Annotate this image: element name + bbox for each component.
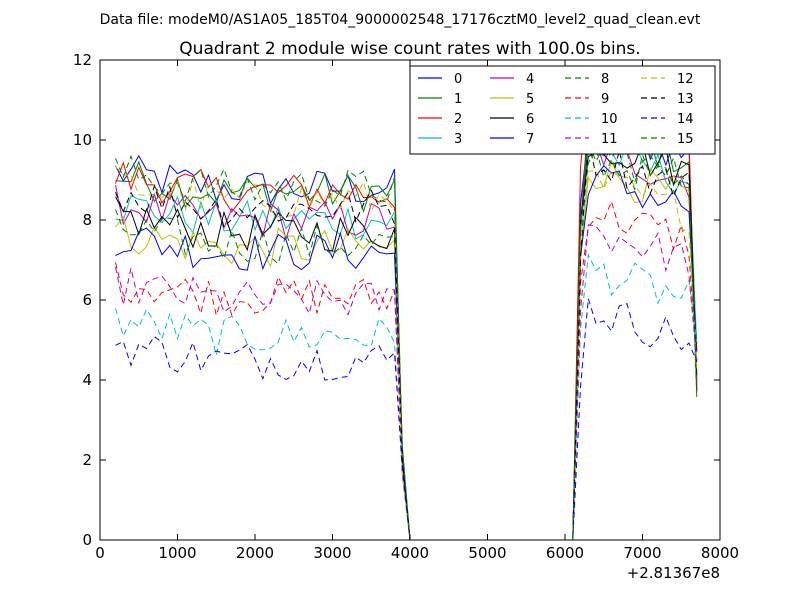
y-tick-label: 4 [82, 371, 92, 389]
legend-label-9: 9 [601, 92, 609, 107]
series-line-4 [115, 139, 698, 541]
series-line-3 [115, 142, 698, 541]
x-tick-label: 4000 [391, 544, 429, 562]
chart-supertitle: Data file: modeM0/AS1A05_185T04_90000025… [100, 12, 701, 28]
legend-label-8: 8 [601, 72, 609, 87]
x-tick-label: 3000 [313, 544, 351, 562]
x-tick-label: 8000 [701, 544, 739, 562]
legend-label-4: 4 [526, 72, 534, 87]
series-line-14 [115, 298, 698, 541]
series-line-11 [115, 224, 698, 541]
legend-label-10: 10 [601, 112, 618, 127]
legend-box [409, 65, 716, 155]
y-tick-label: 12 [73, 51, 92, 69]
series-line-13 [115, 139, 698, 541]
legend-label-13: 13 [677, 92, 694, 107]
y-tick-label: 10 [73, 131, 92, 149]
legend-label-2: 2 [454, 112, 462, 127]
legend-label-7: 7 [526, 132, 534, 147]
legend-label-12: 12 [677, 72, 694, 87]
legend-label-15: 15 [677, 132, 694, 147]
legend-label-0: 0 [454, 72, 462, 87]
series-line-15 [115, 142, 698, 541]
series-line-5 [115, 159, 698, 541]
y-tick-label: 0 [82, 531, 92, 549]
series-line-7 [115, 165, 698, 541]
series-line-6 [115, 141, 698, 541]
y-tick-label: 8 [82, 211, 92, 229]
y-tick-label: 2 [82, 451, 92, 469]
legend-label-14: 14 [677, 112, 694, 127]
y-tick-label: 6 [82, 291, 92, 309]
legend-label-11: 11 [601, 132, 618, 147]
x-tick-label: 5000 [468, 544, 506, 562]
series-line-12 [115, 166, 698, 541]
x-tick-label: 7000 [623, 544, 661, 562]
x-tick-label: 2000 [236, 544, 274, 562]
x-axis: 0 1000 2000 3000 4000 5000 6000 7000 8000 [95, 60, 739, 562]
x-offset-label: +2.81367e8 [627, 564, 720, 582]
x-tick-label: 6000 [546, 544, 584, 562]
legend-label-3: 3 [454, 132, 462, 147]
legend-label-6: 6 [526, 112, 534, 127]
series-line-10 [115, 253, 698, 541]
x-tick-label: 1000 [158, 544, 196, 562]
x-tick-label: 0 [95, 544, 105, 562]
legend-label-1: 1 [454, 92, 462, 107]
series-line-9 [115, 199, 698, 541]
chart-title: Quadrant 2 module wise count rates with … [179, 39, 640, 59]
series-line-8 [115, 147, 698, 541]
legend-label-5: 5 [526, 92, 534, 107]
